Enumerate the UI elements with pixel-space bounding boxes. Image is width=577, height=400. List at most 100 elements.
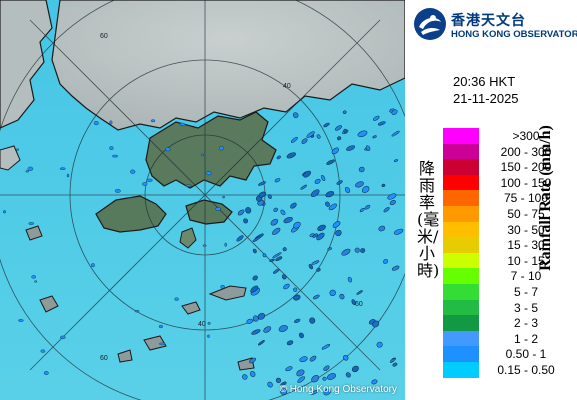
rain-echo: [323, 365, 330, 371]
legend-row: 200 - 300: [443, 143, 569, 160]
legend-label: 15 - 30: [507, 238, 545, 253]
legend-row: 100 - 150: [443, 174, 569, 191]
map-copyright: © Hong Kong Observatory: [279, 384, 397, 395]
legend-row: 15 - 30: [443, 237, 569, 253]
legend-swatch: [443, 362, 479, 378]
rain-echo: [326, 159, 335, 165]
rain-echo: [321, 344, 331, 350]
legend-label: 150 - 200: [500, 160, 552, 175]
rain-echo: [297, 376, 306, 383]
southern-islet-a: [181, 301, 201, 315]
legend-label: 200 - 300: [500, 144, 552, 159]
rain-echo: [360, 248, 366, 253]
rain-echo: [146, 178, 153, 182]
legend-label: 10 - 15: [507, 253, 545, 268]
legend-row: 150 - 200: [443, 159, 569, 175]
rain-echo: [335, 229, 342, 237]
rain-echo: [387, 193, 397, 200]
rain-echo: [66, 173, 70, 178]
org-name-en: HONG KONG OBSERVATORY: [451, 29, 577, 40]
rain-echo: [272, 227, 281, 235]
western-islet: [0, 145, 21, 171]
rain-echo: [283, 283, 290, 290]
rain-echo: [322, 376, 327, 381]
rain-echo: [371, 379, 378, 385]
rain-echo: [249, 357, 256, 364]
rain-echo: [258, 340, 265, 346]
southern-islet-d: [117, 349, 133, 363]
rain-echoes: [3, 108, 404, 396]
rain-echo: [158, 324, 163, 329]
rain-echo: [312, 233, 318, 238]
rain-echo: [285, 366, 293, 372]
observatory-logo[interactable]: 香港天文台 HONG KONG OBSERVATORY: [413, 6, 577, 46]
rain-echo: [298, 332, 304, 339]
observatory-logo-icon: [414, 8, 446, 40]
rain-echo: [292, 112, 299, 119]
rain-echo: [109, 146, 114, 151]
legend-swatch: [443, 330, 479, 347]
rain-echo: [329, 289, 336, 297]
rain-echo: [391, 109, 398, 115]
rain-echo: [389, 358, 396, 363]
rain-echo: [336, 180, 343, 185]
rain-echo: [275, 377, 282, 384]
rain-echo: [219, 146, 224, 151]
range-rings: [0, 0, 405, 400]
rain-echo: [31, 275, 37, 279]
legend-swatch: [443, 315, 479, 331]
rain-echo: [323, 388, 331, 396]
range-label-1: 60: [100, 33, 108, 40]
range-ring-labels: 60 40 60 60 40: [100, 33, 363, 362]
legend-row: 30 - 50: [443, 221, 569, 238]
rain-echo: [243, 218, 249, 224]
rain-echo: [378, 225, 386, 232]
rain-echo: [276, 155, 281, 160]
rain-echo: [252, 248, 257, 254]
legend-label: 30 - 50: [507, 222, 545, 237]
rain-echo: [311, 260, 320, 265]
radar-map-canvas: 60 40 60 60 40: [0, 0, 405, 400]
rain-echo: [361, 186, 370, 193]
legend-label: 100 - 150: [500, 175, 552, 190]
rain-echo: [351, 365, 359, 373]
rain-echo: [267, 194, 272, 199]
rain-echo: [393, 228, 404, 235]
rain-echo: [342, 110, 347, 114]
legend-row: 0.15 - 0.50: [443, 362, 569, 378]
legend-label: 5 - 7: [513, 285, 538, 299]
rain-echo: [165, 147, 171, 152]
rain-echo: [301, 138, 308, 144]
rain-echo: [309, 355, 317, 362]
rain-echo: [280, 209, 286, 216]
rain-echo: [310, 189, 320, 198]
legend-swatch: [443, 143, 479, 160]
rain-echo: [93, 121, 99, 126]
rain-echo: [272, 252, 282, 259]
rain-echo: [323, 122, 330, 128]
rain-echo: [358, 166, 365, 173]
legend-row: 2 - 3: [443, 315, 569, 331]
rain-echo: [345, 372, 351, 378]
legend-title-zh: 降雨率(毫米/小時): [417, 159, 440, 280]
legend-swatch: [443, 284, 479, 300]
rain-echo: [91, 263, 95, 268]
rain-echo: [317, 224, 326, 232]
rain-echo: [237, 209, 245, 216]
rain-echo: [252, 275, 258, 281]
observation-time: 20:36 HKT: [453, 74, 516, 89]
rain-echo: [293, 294, 301, 301]
org-name-zh: 香港天文台: [451, 13, 526, 29]
legend-row: 5 - 7: [443, 284, 569, 300]
rain-echo: [335, 125, 342, 131]
rain-echo: [262, 253, 267, 258]
rain-echo: [269, 258, 275, 262]
rain-echo: [290, 136, 298, 143]
rain-echo: [351, 299, 356, 305]
rain-echo: [372, 320, 380, 328]
southern-islet-c: [143, 335, 167, 351]
legend-row: 7 - 10: [443, 268, 569, 284]
rain-echo: [130, 169, 136, 174]
rain-echo: [224, 242, 227, 247]
